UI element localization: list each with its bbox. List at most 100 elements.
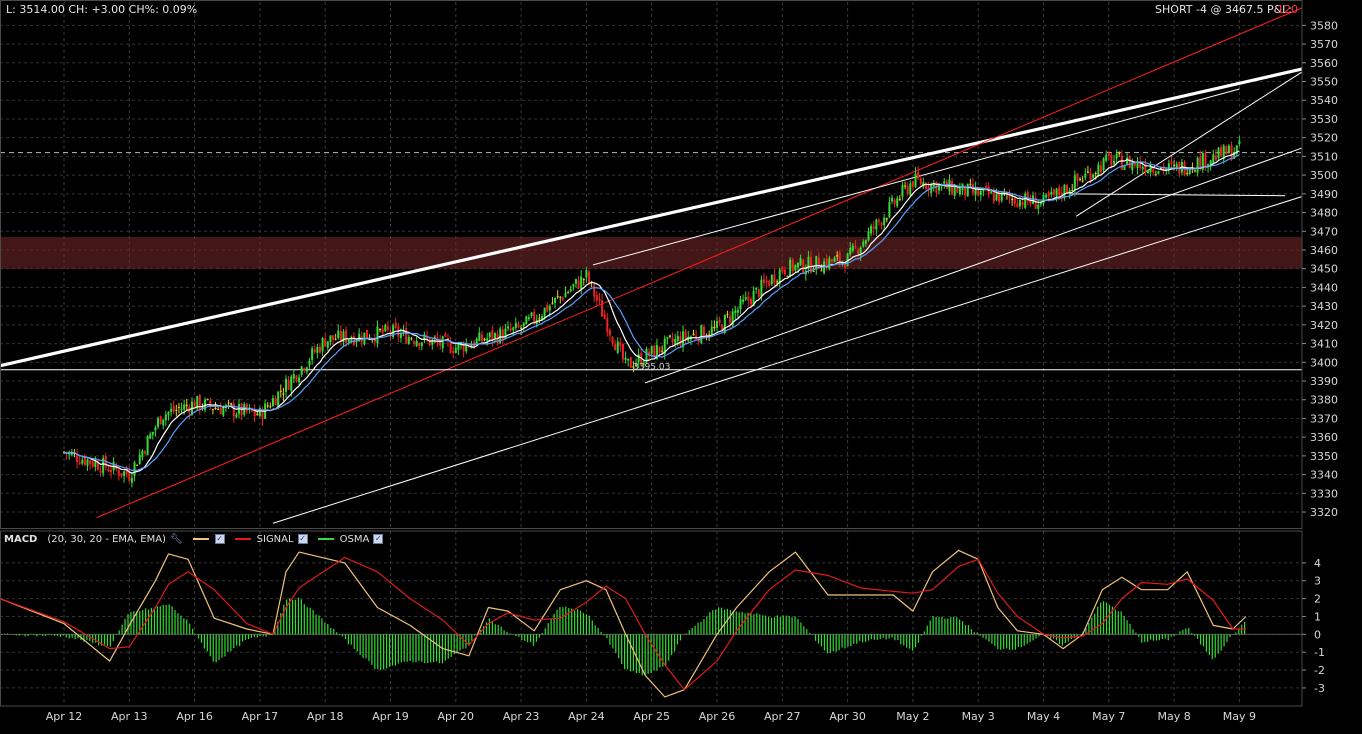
candle-body	[883, 217, 886, 226]
x-tick-label: Apr 12	[46, 710, 83, 723]
candle-body	[789, 259, 792, 277]
annotations: 3395.03	[633, 363, 670, 373]
candle-body	[1011, 199, 1014, 201]
candle-body	[1052, 189, 1055, 195]
candle-body	[1233, 152, 1236, 159]
candle-body	[73, 452, 76, 455]
macd-y-tick-label: 2	[1314, 593, 1321, 606]
candle-body	[1217, 147, 1220, 159]
candle-body	[308, 360, 311, 366]
candle-body	[384, 325, 387, 331]
legend-signal-label: SIGNAL	[256, 533, 294, 545]
candle-body	[760, 279, 763, 296]
candle-body	[462, 344, 465, 352]
candle-body	[671, 338, 674, 343]
candle-body	[969, 183, 972, 185]
candle-body	[906, 185, 909, 194]
wrench-icon[interactable]: 🔧︎	[169, 533, 183, 545]
x-tick-label: Apr 26	[699, 710, 736, 723]
candle-body	[642, 362, 645, 365]
candle-body	[909, 183, 912, 195]
candle-body	[674, 338, 677, 344]
candle-body	[193, 401, 196, 409]
candle-body	[820, 270, 823, 272]
candle-body	[828, 258, 831, 269]
candle-body	[713, 326, 716, 329]
candle-body	[1154, 174, 1157, 176]
candle-body	[763, 279, 766, 283]
candle-body	[580, 276, 583, 289]
candle-body	[982, 188, 985, 192]
y-tick-label: 3390	[1310, 375, 1338, 388]
candle-body	[206, 399, 209, 401]
checkbox-checked-icon[interactable]: ✓	[373, 534, 384, 544]
macd-y-tick-label: -1	[1314, 646, 1325, 659]
price-panel-frame	[0, 0, 1303, 529]
candle-body	[885, 218, 888, 220]
x-tick-label: Apr 19	[372, 710, 409, 723]
candle-body	[426, 336, 429, 339]
macd-y-tick-label: 4	[1314, 557, 1321, 570]
candle-body	[261, 408, 264, 420]
candle-body	[663, 338, 666, 354]
x-tick-label: Apr 13	[111, 710, 148, 723]
candle-body	[799, 258, 802, 265]
candle-body	[567, 292, 570, 294]
candle-body	[298, 377, 301, 383]
candle-body	[1173, 164, 1176, 166]
candle-body	[475, 338, 478, 345]
candle-body	[365, 329, 368, 339]
trend-line	[0, 67, 1302, 368]
candle-body	[1037, 204, 1040, 209]
candle-body	[919, 178, 922, 185]
candle-body	[1055, 188, 1058, 196]
candle-body	[491, 330, 494, 341]
candle-body	[1183, 161, 1186, 175]
checkbox-checked-icon[interactable]: ✓	[297, 534, 308, 544]
resistance-band	[0, 236, 1302, 269]
candle-body	[1032, 195, 1035, 204]
candle-body	[164, 414, 167, 421]
candle-body	[836, 255, 839, 257]
candle-body	[141, 450, 144, 458]
candle-body	[342, 331, 345, 342]
candle-body	[441, 336, 444, 349]
candle-body	[854, 245, 857, 248]
candle-body	[924, 183, 927, 190]
candle-body	[875, 219, 878, 230]
candle-body	[345, 329, 348, 343]
candle-body	[1141, 166, 1144, 170]
candle-body	[324, 338, 327, 347]
x-tick-label: Apr 17	[242, 710, 279, 723]
candle-body	[635, 363, 638, 366]
candle-body	[1157, 171, 1160, 174]
y-tick-label: 3560	[1310, 57, 1338, 70]
candle-body	[773, 274, 776, 284]
candle-body	[538, 318, 541, 320]
y-tick-label: 3530	[1310, 113, 1338, 126]
candle-body	[89, 460, 92, 464]
candle-body	[1193, 170, 1196, 172]
candle-body	[857, 249, 860, 255]
candle-body	[611, 336, 614, 344]
candle-body	[486, 338, 489, 341]
candle-body	[833, 257, 836, 263]
candle-body	[271, 398, 274, 407]
candle-body	[277, 391, 280, 408]
moving-average-line	[63, 150, 1240, 474]
candle-body	[1026, 191, 1029, 202]
checkbox-checked-icon[interactable]: ✓	[214, 534, 225, 544]
candle-body	[938, 184, 941, 191]
candle-body	[716, 321, 718, 328]
candle-body	[533, 311, 536, 322]
candle-body	[81, 459, 84, 464]
candle-body	[509, 328, 512, 331]
candle-body	[548, 305, 551, 311]
candle-body	[752, 290, 755, 307]
x-tick-label: May 2	[896, 710, 929, 723]
candle-body	[755, 287, 758, 290]
candle-body	[480, 334, 483, 342]
candle-body	[91, 461, 94, 467]
x-tick-label: May 9	[1223, 710, 1256, 723]
